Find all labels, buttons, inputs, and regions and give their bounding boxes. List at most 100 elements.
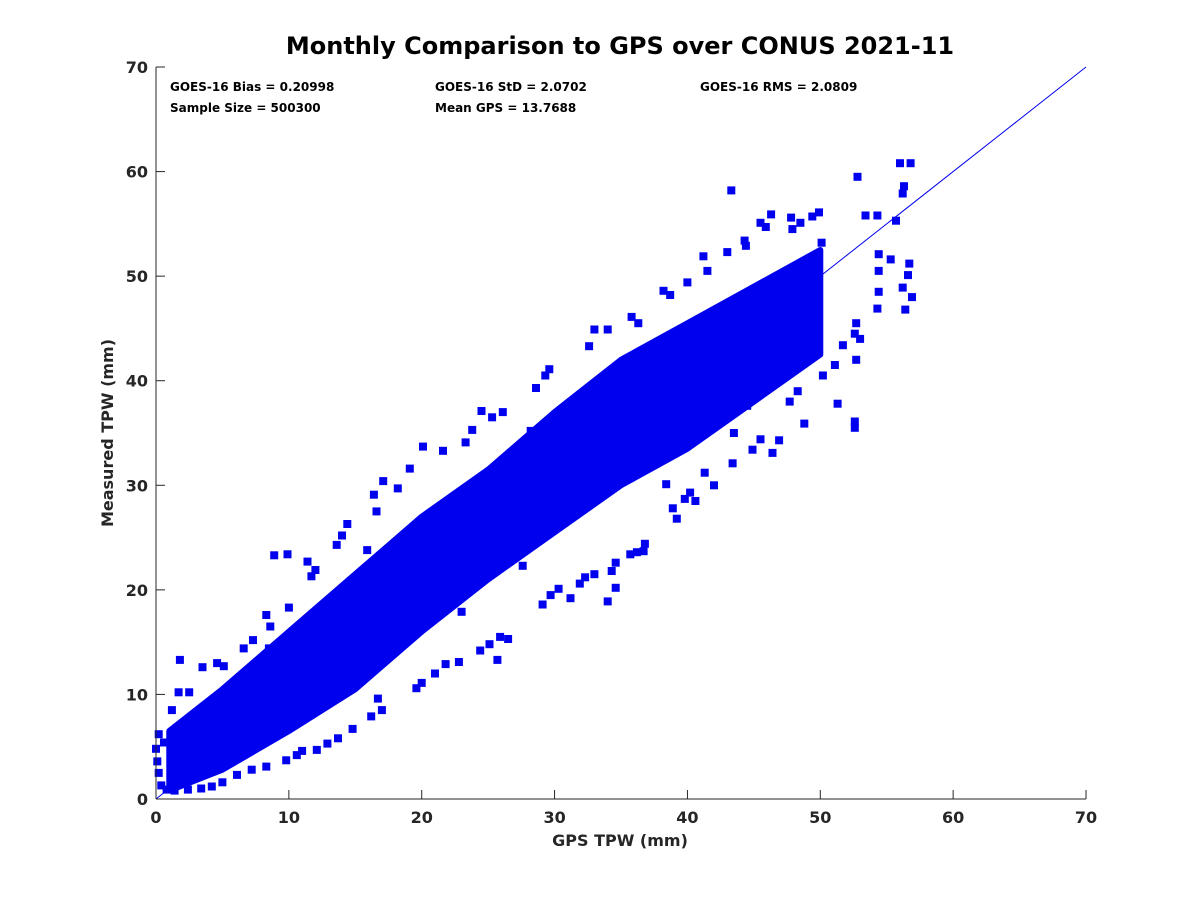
scatter-point [808, 212, 817, 221]
y-tick-label: 10 [126, 685, 148, 704]
scatter-point [417, 678, 426, 687]
scatter-point [419, 442, 427, 451]
scatter-point [412, 684, 421, 693]
scatter-point [818, 371, 827, 380]
scatter-point [532, 384, 540, 392]
scatter-point [307, 572, 316, 581]
scatter-point [632, 548, 641, 557]
scatter-point [861, 211, 870, 220]
scatter-point [379, 477, 388, 486]
scatter-point [554, 584, 563, 593]
scatter-point [185, 688, 194, 697]
scatter-point [740, 236, 749, 245]
scatter-point [488, 413, 497, 422]
scatter-point [292, 751, 301, 760]
scatter-point [756, 435, 765, 444]
stat-rms: GOES-16 RMS = 2.0809 [700, 80, 857, 94]
scatter-point [162, 785, 171, 794]
scatter-point [233, 770, 241, 779]
scatter-point [239, 644, 248, 653]
scatter-point [575, 579, 584, 588]
stat-sample-size: Sample Size = 500300 [170, 101, 321, 115]
scatter-point [699, 252, 708, 261]
scatter-point [457, 607, 466, 616]
scatter-point [363, 546, 372, 555]
scatter-point [585, 342, 594, 351]
scatter-point [756, 287, 765, 296]
scatter-point [567, 418, 576, 427]
y-tick-label: 30 [126, 476, 148, 495]
y-tick-label: 20 [126, 581, 148, 600]
scatter-point [686, 488, 695, 497]
scatter-point [710, 481, 718, 490]
scatter-point [626, 550, 635, 559]
scatter-point [372, 507, 381, 516]
scatter-point [468, 425, 477, 434]
scatter-point [249, 636, 257, 645]
scatter-point [900, 182, 908, 191]
scatter-point [581, 573, 590, 582]
scatter-point [526, 426, 535, 435]
scatter-point [852, 319, 861, 328]
scatter-point [566, 594, 575, 603]
scatter-point [850, 417, 859, 426]
scatter-point [743, 401, 752, 410]
scatter-point [892, 216, 900, 225]
scatter-point [218, 778, 227, 787]
scatter-point [303, 557, 312, 566]
scatter-point [700, 468, 709, 477]
scatter-point [853, 172, 862, 181]
scatter-point [788, 225, 797, 234]
scatter-point [266, 622, 275, 631]
scatter-point [640, 539, 649, 548]
scatter-point [634, 319, 643, 328]
scatter-point [247, 765, 256, 774]
scatter-point [666, 291, 675, 299]
x-axis-label: GPS TPW (mm) [552, 831, 688, 850]
scatter-point [311, 566, 320, 574]
scatter-point [270, 551, 279, 560]
x-tick-label: 40 [676, 808, 698, 827]
scatter-point [439, 446, 447, 455]
scatter-point [332, 540, 341, 549]
scatter-point [905, 259, 914, 268]
scatter-point [323, 739, 332, 748]
scatter-point [775, 436, 784, 445]
scatter-point [167, 706, 176, 715]
x-tick-label: 60 [942, 808, 964, 827]
scatter-point [886, 255, 895, 264]
scatter-point [668, 504, 677, 513]
scatter-density-cloud [166, 247, 824, 794]
scatter-point [298, 746, 307, 755]
scatter-point [767, 210, 776, 219]
scatter-point [768, 448, 777, 457]
scatter-point [680, 494, 689, 503]
scatter-point [198, 663, 207, 672]
scatter-point [157, 781, 166, 790]
scatter-point [908, 293, 916, 302]
y-axis-label: Measured TPW (mm) [98, 339, 117, 527]
x-tick-label: 70 [1075, 808, 1097, 827]
scatter-point [603, 325, 612, 334]
chart-title: Monthly Comparison to GPS over CONUS 202… [286, 32, 954, 60]
scatter-point [175, 655, 184, 664]
scatter-point [793, 387, 802, 396]
x-tick-label: 20 [411, 808, 433, 827]
scatter-point [338, 531, 346, 540]
scatter-point [405, 464, 414, 473]
scatter-point [496, 632, 505, 641]
scatter-point [850, 329, 859, 338]
scatter-point [393, 484, 402, 493]
scatter-point [833, 399, 842, 408]
scatter-point [850, 423, 859, 432]
scatter-point [838, 341, 847, 350]
scatter-point [343, 520, 352, 528]
scatter-point [817, 238, 826, 247]
scatter-point [662, 480, 671, 489]
scatter-point [787, 213, 796, 222]
scatter-point [284, 603, 293, 612]
scatter-point [154, 768, 163, 777]
scatter-point [898, 189, 907, 198]
scatter-point [282, 756, 291, 765]
scatter-point [896, 159, 904, 168]
